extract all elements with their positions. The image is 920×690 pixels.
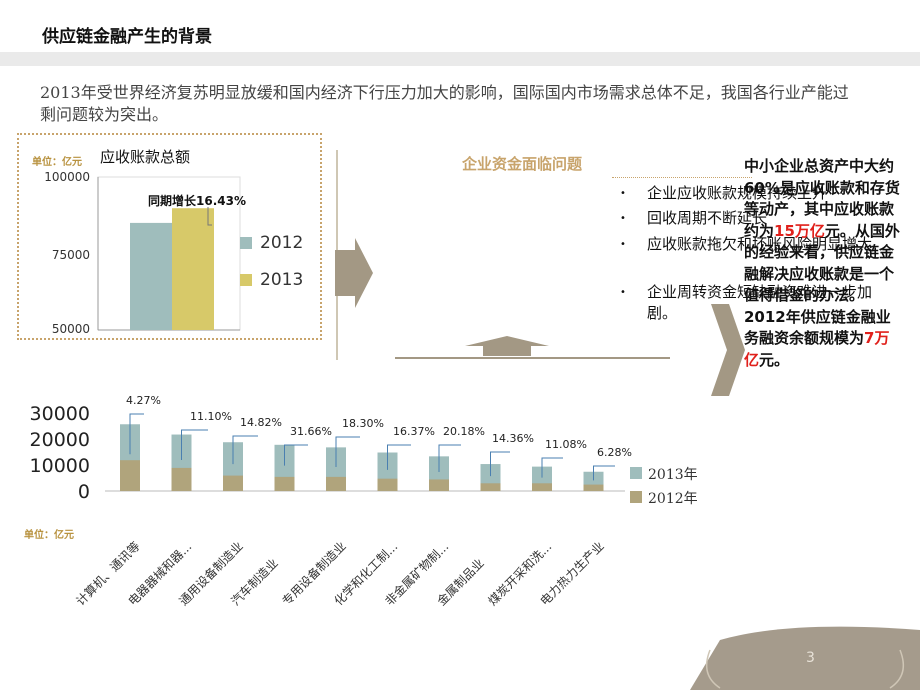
bullet-icon: • xyxy=(620,213,626,224)
growth-label-8: 11.08% xyxy=(545,438,587,451)
growth-label-9: 6.28% xyxy=(597,446,632,459)
industry-bar-2012-1 xyxy=(171,467,192,491)
bullet-icon: • xyxy=(620,239,626,250)
right-text-highlight-7: 7万亿 xyxy=(744,329,890,369)
growth-label-6: 20.18% xyxy=(443,425,485,438)
issue-item-2: • 回收周期不断延长 xyxy=(620,209,768,227)
page-title: 供应链金融产生的背景 xyxy=(42,27,212,47)
industry-bar-2012-5 xyxy=(377,478,398,491)
industry-bar-2012-2 xyxy=(223,475,243,491)
legend-label-2013-year: 2013年 xyxy=(648,467,698,483)
growth-label-7: 14.36% xyxy=(492,432,534,445)
growth-label-2: 14.82% xyxy=(240,416,282,429)
receivables-chart xyxy=(97,176,241,331)
industry-bar-2012-4 xyxy=(326,476,346,491)
ind-ytick-10000: 10000 xyxy=(29,455,90,477)
legend-swatch-2012 xyxy=(240,237,252,249)
legend-label-2013: 2013 xyxy=(260,270,304,290)
ar-ytick-75000: 75000 xyxy=(51,248,90,262)
industry-bar-2012-8 xyxy=(532,483,552,491)
growth-annotation: 同期增长16.43% xyxy=(148,194,246,208)
receivables-bars xyxy=(130,208,214,330)
growth-label-5: 16.37% xyxy=(393,425,435,438)
industry-bar-2012-3 xyxy=(274,476,295,491)
legend-swatch-2013-year xyxy=(630,467,642,479)
legend-swatch-2012-year xyxy=(630,491,642,503)
growth-label-3: 31.66% xyxy=(290,425,332,438)
growth-leader-9 xyxy=(593,465,615,481)
legend-label-2012: 2012 xyxy=(260,233,304,253)
receivables-chart-frame xyxy=(17,133,322,340)
growth-leader-3 xyxy=(284,444,308,466)
corner-decoration xyxy=(690,626,920,690)
intro-paragraph: 2013年受世界经济复苏明显放缓和国内经济下行压力加大的影响，国际国内市场需求总… xyxy=(40,83,849,124)
growth-leader-0 xyxy=(129,413,144,455)
side-arrow-icon xyxy=(711,304,745,396)
industry-bar-2012-6 xyxy=(429,479,449,491)
right-text-part-1: 中小企业总资产中大约60%是应收账款和存货等动产，其中应收账款约为 xyxy=(744,157,900,240)
right-text-part-3: 元。 xyxy=(759,350,790,369)
ind-ytick-30000: 30000 xyxy=(29,403,90,425)
right-arrow-icon xyxy=(335,238,373,308)
receivables-bar-2013 xyxy=(172,208,214,330)
growth-label-0: 4.27% xyxy=(126,394,161,407)
title-divider xyxy=(0,52,920,66)
right-panel-text: 中小企业总资产中大约60%是应收账款和存货等动产，其中应收账款约为15万亿元。从… xyxy=(744,156,904,371)
middle-title-rule xyxy=(612,177,752,179)
receivables-unit-label: 单位：亿元 xyxy=(32,157,82,168)
page-number: 3 xyxy=(806,650,815,666)
industry-category-label-7: 金属制品业 xyxy=(433,555,487,609)
industry-bars xyxy=(120,413,615,491)
middle-panel-title: 企业资金面临问题 xyxy=(462,155,583,173)
receivables-bar-2012 xyxy=(130,222,172,330)
ind-ytick-20000: 20000 xyxy=(29,429,90,451)
right-text-highlight-15: 15万亿 xyxy=(774,221,825,240)
up-arrow-icon xyxy=(395,336,670,359)
growth-leader-1 xyxy=(181,429,208,460)
legend-label-2012-year: 2012年 xyxy=(648,491,698,507)
growth-leader-2 xyxy=(232,435,258,465)
issue-item-4: • 企业周转资金短缺融资难进一步加剧。 xyxy=(620,283,873,322)
growth-leader-8 xyxy=(541,457,563,478)
bullet-icon: • xyxy=(620,287,626,298)
issue-item-3: • 应收账款拖欠和坏账风险明显增大 xyxy=(620,235,873,253)
industry-bar-2012-0 xyxy=(120,460,140,491)
growth-label-4: 18.30% xyxy=(342,417,384,430)
right-text-part-2: 元。从国外的经验来看，供应链金融解决应收账款是一个值得借鉴的办法。2012年供应… xyxy=(744,221,900,348)
industry-unit-label: 单位：亿元 xyxy=(24,530,74,541)
bullet-icon: • xyxy=(620,188,626,199)
industry-bar-2012-9 xyxy=(583,484,604,491)
ind-ytick-0: 0 xyxy=(77,481,90,503)
industry-bar-2012-7 xyxy=(480,483,501,491)
growth-leader-5 xyxy=(387,444,411,470)
receivables-chart-title: 应收账款总额 xyxy=(100,148,191,166)
industry-chart xyxy=(105,413,625,492)
industry-category-label-3: 汽车制造业 xyxy=(227,555,281,609)
ar-ytick-100000: 100000 xyxy=(44,170,90,184)
annotation-leader xyxy=(207,207,212,226)
ar-ytick-50000: 50000 xyxy=(51,322,90,336)
growth-leader-6 xyxy=(438,444,461,472)
legend-swatch-2013 xyxy=(240,274,252,286)
issue-item-1: • 企业应收账款规模持续上升 xyxy=(620,184,828,202)
growth-leader-4 xyxy=(335,436,360,468)
growth-leader-7 xyxy=(490,451,510,477)
growth-label-1: 11.10% xyxy=(190,410,232,423)
